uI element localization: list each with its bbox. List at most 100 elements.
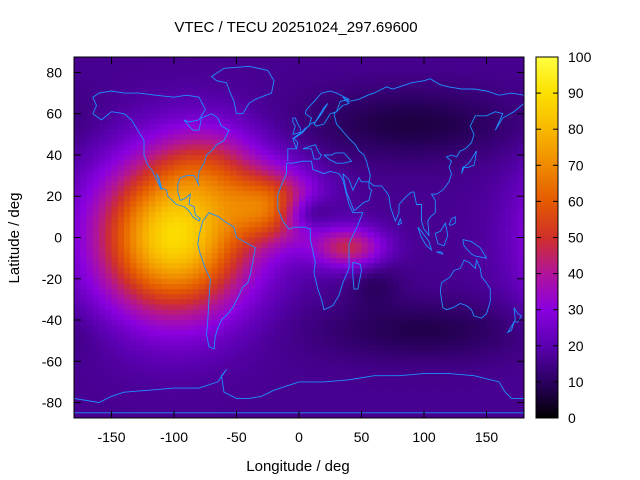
heat-cell (311, 387, 319, 393)
heat-cell (374, 82, 381, 89)
heat-cell (361, 366, 369, 373)
heat-cell (436, 278, 444, 285)
heat-cell (149, 294, 156, 300)
heat-cell (74, 376, 81, 383)
heat-cell (411, 263, 419, 270)
heat-cell (267, 118, 275, 125)
heat-cell (486, 325, 494, 331)
heat-cell (405, 252, 413, 259)
heat-cell (161, 350, 169, 357)
heat-cell (192, 103, 200, 110)
heat-cell (80, 170, 88, 177)
heat-cell (230, 381, 238, 388)
heat-cell (230, 129, 238, 135)
heat-cell (367, 113, 375, 120)
heat-cell (436, 242, 444, 249)
heat-cell (105, 144, 113, 151)
heat-cell (399, 268, 406, 275)
heat-cell (149, 185, 156, 192)
heat-cell (255, 397, 263, 404)
heat-cell (324, 340, 331, 347)
heat-cell (486, 371, 494, 378)
heat-cell (211, 227, 219, 233)
heat-cell (317, 144, 325, 151)
heat-cell (399, 314, 406, 321)
heat-cell (386, 304, 394, 311)
heat-cell (324, 211, 331, 218)
heat-cell (280, 381, 288, 388)
heat-cell (180, 289, 188, 295)
heat-cell (111, 412, 119, 418)
heat-cell (411, 366, 419, 373)
heat-cell (467, 350, 475, 357)
heat-cell (505, 366, 513, 373)
heat-cell (317, 340, 325, 347)
heat-cell (205, 170, 213, 177)
heat-cell (311, 237, 319, 244)
heat-cell (399, 134, 406, 141)
heat-cell (86, 392, 94, 398)
heat-cell (161, 320, 169, 326)
heat-cell (511, 149, 519, 156)
heat-cell (211, 366, 219, 373)
heat-cell (86, 299, 94, 306)
heat-cell (217, 309, 225, 316)
heat-cell (117, 335, 125, 342)
heat-cell (399, 93, 406, 99)
heat-cell (155, 289, 163, 295)
heat-cell (199, 345, 206, 352)
heat-cell (180, 340, 188, 347)
heat-cell (105, 356, 113, 362)
heat-cell (186, 144, 194, 151)
heat-cell (130, 397, 138, 404)
heat-cell (267, 232, 275, 239)
heat-cell (367, 350, 375, 357)
heat-cell (442, 268, 450, 275)
heat-cell (74, 294, 81, 300)
heat-cell (142, 216, 150, 223)
heat-cell (386, 170, 394, 177)
heat-cell (280, 402, 288, 409)
heat-cell (74, 134, 81, 141)
heat-cell (80, 185, 88, 192)
heat-cell (474, 304, 481, 311)
heat-cell (417, 320, 425, 326)
heat-cell (430, 242, 438, 249)
heat-cell (80, 180, 88, 187)
heat-cell (499, 206, 506, 213)
heat-cell (149, 247, 156, 254)
heat-cell (174, 191, 181, 197)
heat-cell (330, 237, 338, 244)
heat-cell (92, 185, 100, 192)
heat-cell (317, 237, 325, 244)
heat-cell (392, 340, 400, 347)
heat-cell (111, 160, 119, 166)
heat-cell (92, 294, 100, 300)
heat-cell (499, 232, 506, 239)
heat-cell (436, 129, 444, 135)
heat-cell (80, 263, 88, 270)
heat-cell (99, 191, 106, 197)
heat-cell (386, 381, 394, 388)
heat-cell (511, 144, 519, 151)
heat-cell (467, 278, 475, 285)
heat-cell (374, 278, 381, 285)
heat-cell (105, 113, 113, 120)
heat-cell (105, 289, 113, 295)
heat-cell (86, 201, 94, 208)
heat-cell (474, 108, 481, 115)
heat-cell (474, 134, 481, 141)
heat-cell (255, 211, 263, 218)
heat-cell (230, 165, 238, 172)
heat-cell (505, 154, 513, 161)
heat-cell (199, 72, 206, 79)
heat-cell (505, 242, 513, 249)
heat-cell (192, 57, 200, 63)
heat-cell (361, 309, 369, 316)
heat-cell (136, 77, 144, 84)
heat-cell (411, 299, 419, 306)
heat-cell (311, 191, 319, 197)
heat-cell (317, 196, 325, 202)
heat-cell (311, 144, 319, 151)
heat-cell (436, 87, 444, 94)
